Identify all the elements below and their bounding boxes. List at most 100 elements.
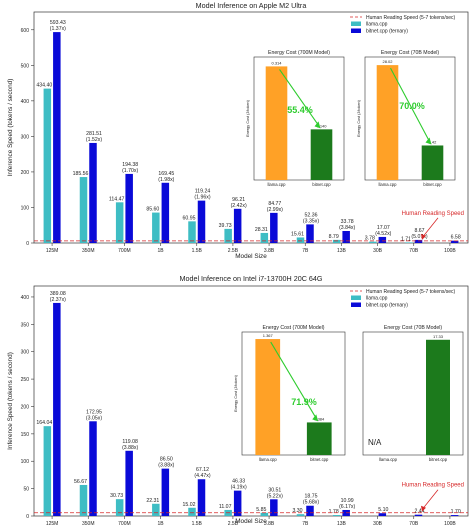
x-tick-label: 3.8B — [264, 521, 275, 525]
bar-bitnet — [450, 240, 459, 243]
x-tick-label: 30B — [373, 248, 383, 254]
data-label: 11.07 — [219, 504, 232, 510]
y-axis-label: Inference Speed (tokens / second) — [7, 352, 14, 450]
legend-swatch — [351, 295, 361, 300]
data-label: 39.73 — [219, 223, 232, 229]
y-tick-label: 250 — [21, 377, 30, 383]
bar-bitnet — [53, 32, 61, 243]
y-tick-label: 200 — [21, 170, 30, 176]
chart-panel-1: Model Inference on Intel i7-13700H 20C 6… — [7, 274, 469, 527]
data-label: 60.95 — [183, 215, 196, 221]
x-tick-label: 13B — [337, 248, 347, 254]
bar-bitnet — [233, 208, 242, 243]
x-tick-label: 30B — [373, 521, 383, 525]
bar-llama — [43, 88, 52, 243]
bar-bitnet — [161, 468, 170, 516]
inset-bar — [421, 145, 444, 180]
inset-x-label: llama.cpp — [379, 457, 398, 462]
legend-label: llama.cpp — [366, 296, 388, 302]
inset-title: Energy Cost (70B Model) — [381, 50, 440, 56]
bar-bitnet — [414, 514, 423, 516]
data-label: 15.02 — [183, 502, 196, 508]
legend-label: bitnet.cpp (ternary) — [366, 29, 408, 35]
x-axis-label: Model Size — [235, 253, 267, 260]
annotation-arrowhead — [421, 505, 426, 512]
bar-bitnet — [306, 505, 314, 516]
bar-bitnet — [414, 239, 423, 243]
reduction-percent: 70.0% — [399, 101, 425, 111]
annotation-arrow — [421, 217, 439, 239]
x-tick-label: 700M — [118, 521, 131, 525]
inset-bar — [265, 66, 288, 180]
data-label: 96.21 (2.42x) — [231, 197, 247, 209]
bar-bitnet — [342, 230, 350, 243]
data-label: 164.04 — [36, 420, 52, 426]
inset-x-label: llama.cpp — [259, 457, 278, 462]
x-tick-label: 1B — [158, 248, 165, 254]
data-label: 10.99 (6.17x) — [339, 498, 355, 510]
reduction-percent: 71.9% — [291, 397, 317, 407]
x-tick-label: 700M — [118, 248, 131, 254]
x-tick-label: 7B — [302, 521, 309, 525]
reduction-arrow — [279, 69, 319, 126]
bar-bitnet — [233, 490, 242, 516]
data-label: 194.38 (1.70x) — [122, 162, 138, 174]
data-label: 185.56 — [73, 171, 89, 177]
data-label: 3.30 — [292, 508, 302, 514]
x-tick-label: 13B — [337, 521, 347, 525]
data-label: 119.08 (3.88x) — [122, 439, 138, 451]
bar-llama — [188, 507, 196, 516]
data-label: 46.33 (4.19x) — [231, 479, 247, 491]
x-tick-label: 1B — [158, 521, 165, 525]
legend-label: llama.cpp — [366, 22, 388, 28]
bar-llama — [224, 228, 232, 243]
y-tick-label: 0 — [26, 241, 29, 247]
data-label: 84.77 (2.99x) — [267, 201, 283, 213]
y-tick-label: 500 — [21, 63, 30, 69]
x-tick-label: 100B — [444, 521, 456, 525]
data-label: 22.31 — [146, 498, 159, 504]
x-tick-label: 125M — [46, 521, 59, 525]
bar-llama — [115, 499, 124, 516]
bar-llama — [152, 212, 160, 243]
reduction-arrowhead — [312, 414, 319, 422]
inset-data-label: 0.314 — [271, 60, 282, 65]
inset-y-label: Energy Cost (J/token) — [246, 99, 250, 136]
inset-x-label: bitnet.cpp — [429, 457, 448, 462]
energy-inset: Energy Cost (700M Model) Energy Cost (J/t… — [234, 325, 346, 462]
annotation-arrowhead — [421, 233, 426, 240]
data-label: 8.67 (5.07x) — [411, 228, 427, 240]
x-tick-label: 2.5B — [228, 521, 239, 525]
y-tick-label: 400 — [21, 99, 30, 105]
bar-llama — [79, 484, 88, 516]
data-label: 172.95 (3.05x) — [86, 409, 102, 421]
y-tick-label: 300 — [21, 134, 30, 140]
inset-x-label: bitnet.cpp — [310, 457, 329, 462]
data-label: 8.79 — [329, 234, 339, 240]
bar-bitnet — [270, 499, 278, 516]
bar-llama — [43, 426, 52, 516]
data-label: 1.71 — [401, 236, 411, 242]
bar-bitnet — [197, 479, 206, 516]
data-label: 114.47 — [109, 196, 125, 202]
bar-llama — [332, 239, 341, 243]
inset-y-label: Energy Cost (J/token) — [234, 374, 238, 411]
data-label: 28.31 — [255, 227, 268, 233]
reduction-arrow — [270, 341, 317, 419]
reduction-arrowhead — [425, 137, 432, 145]
data-label: 30.51 (5.22x) — [267, 487, 283, 499]
y-tick-label: 200 — [21, 404, 30, 410]
inset-x-label: bitnet.cpp — [312, 182, 331, 187]
energy-inset: Energy Cost (70B Model) Energy Cost (J/to… — [357, 50, 456, 187]
legend-label: bitnet.cpp (ternary) — [366, 303, 408, 309]
bar-llama — [405, 242, 413, 243]
legend-label: Human Reading Speed (5-7 tokens/sec) — [366, 289, 456, 295]
data-label: 15.61 — [291, 231, 304, 237]
inset-data-label: 0.384 — [314, 416, 325, 421]
bar-bitnet — [378, 236, 387, 243]
y-tick-label: 350 — [21, 322, 30, 328]
y-tick-label: 50 — [23, 487, 29, 493]
y-tick-label: 0 — [26, 514, 29, 520]
data-label: 5.85 — [256, 507, 266, 513]
